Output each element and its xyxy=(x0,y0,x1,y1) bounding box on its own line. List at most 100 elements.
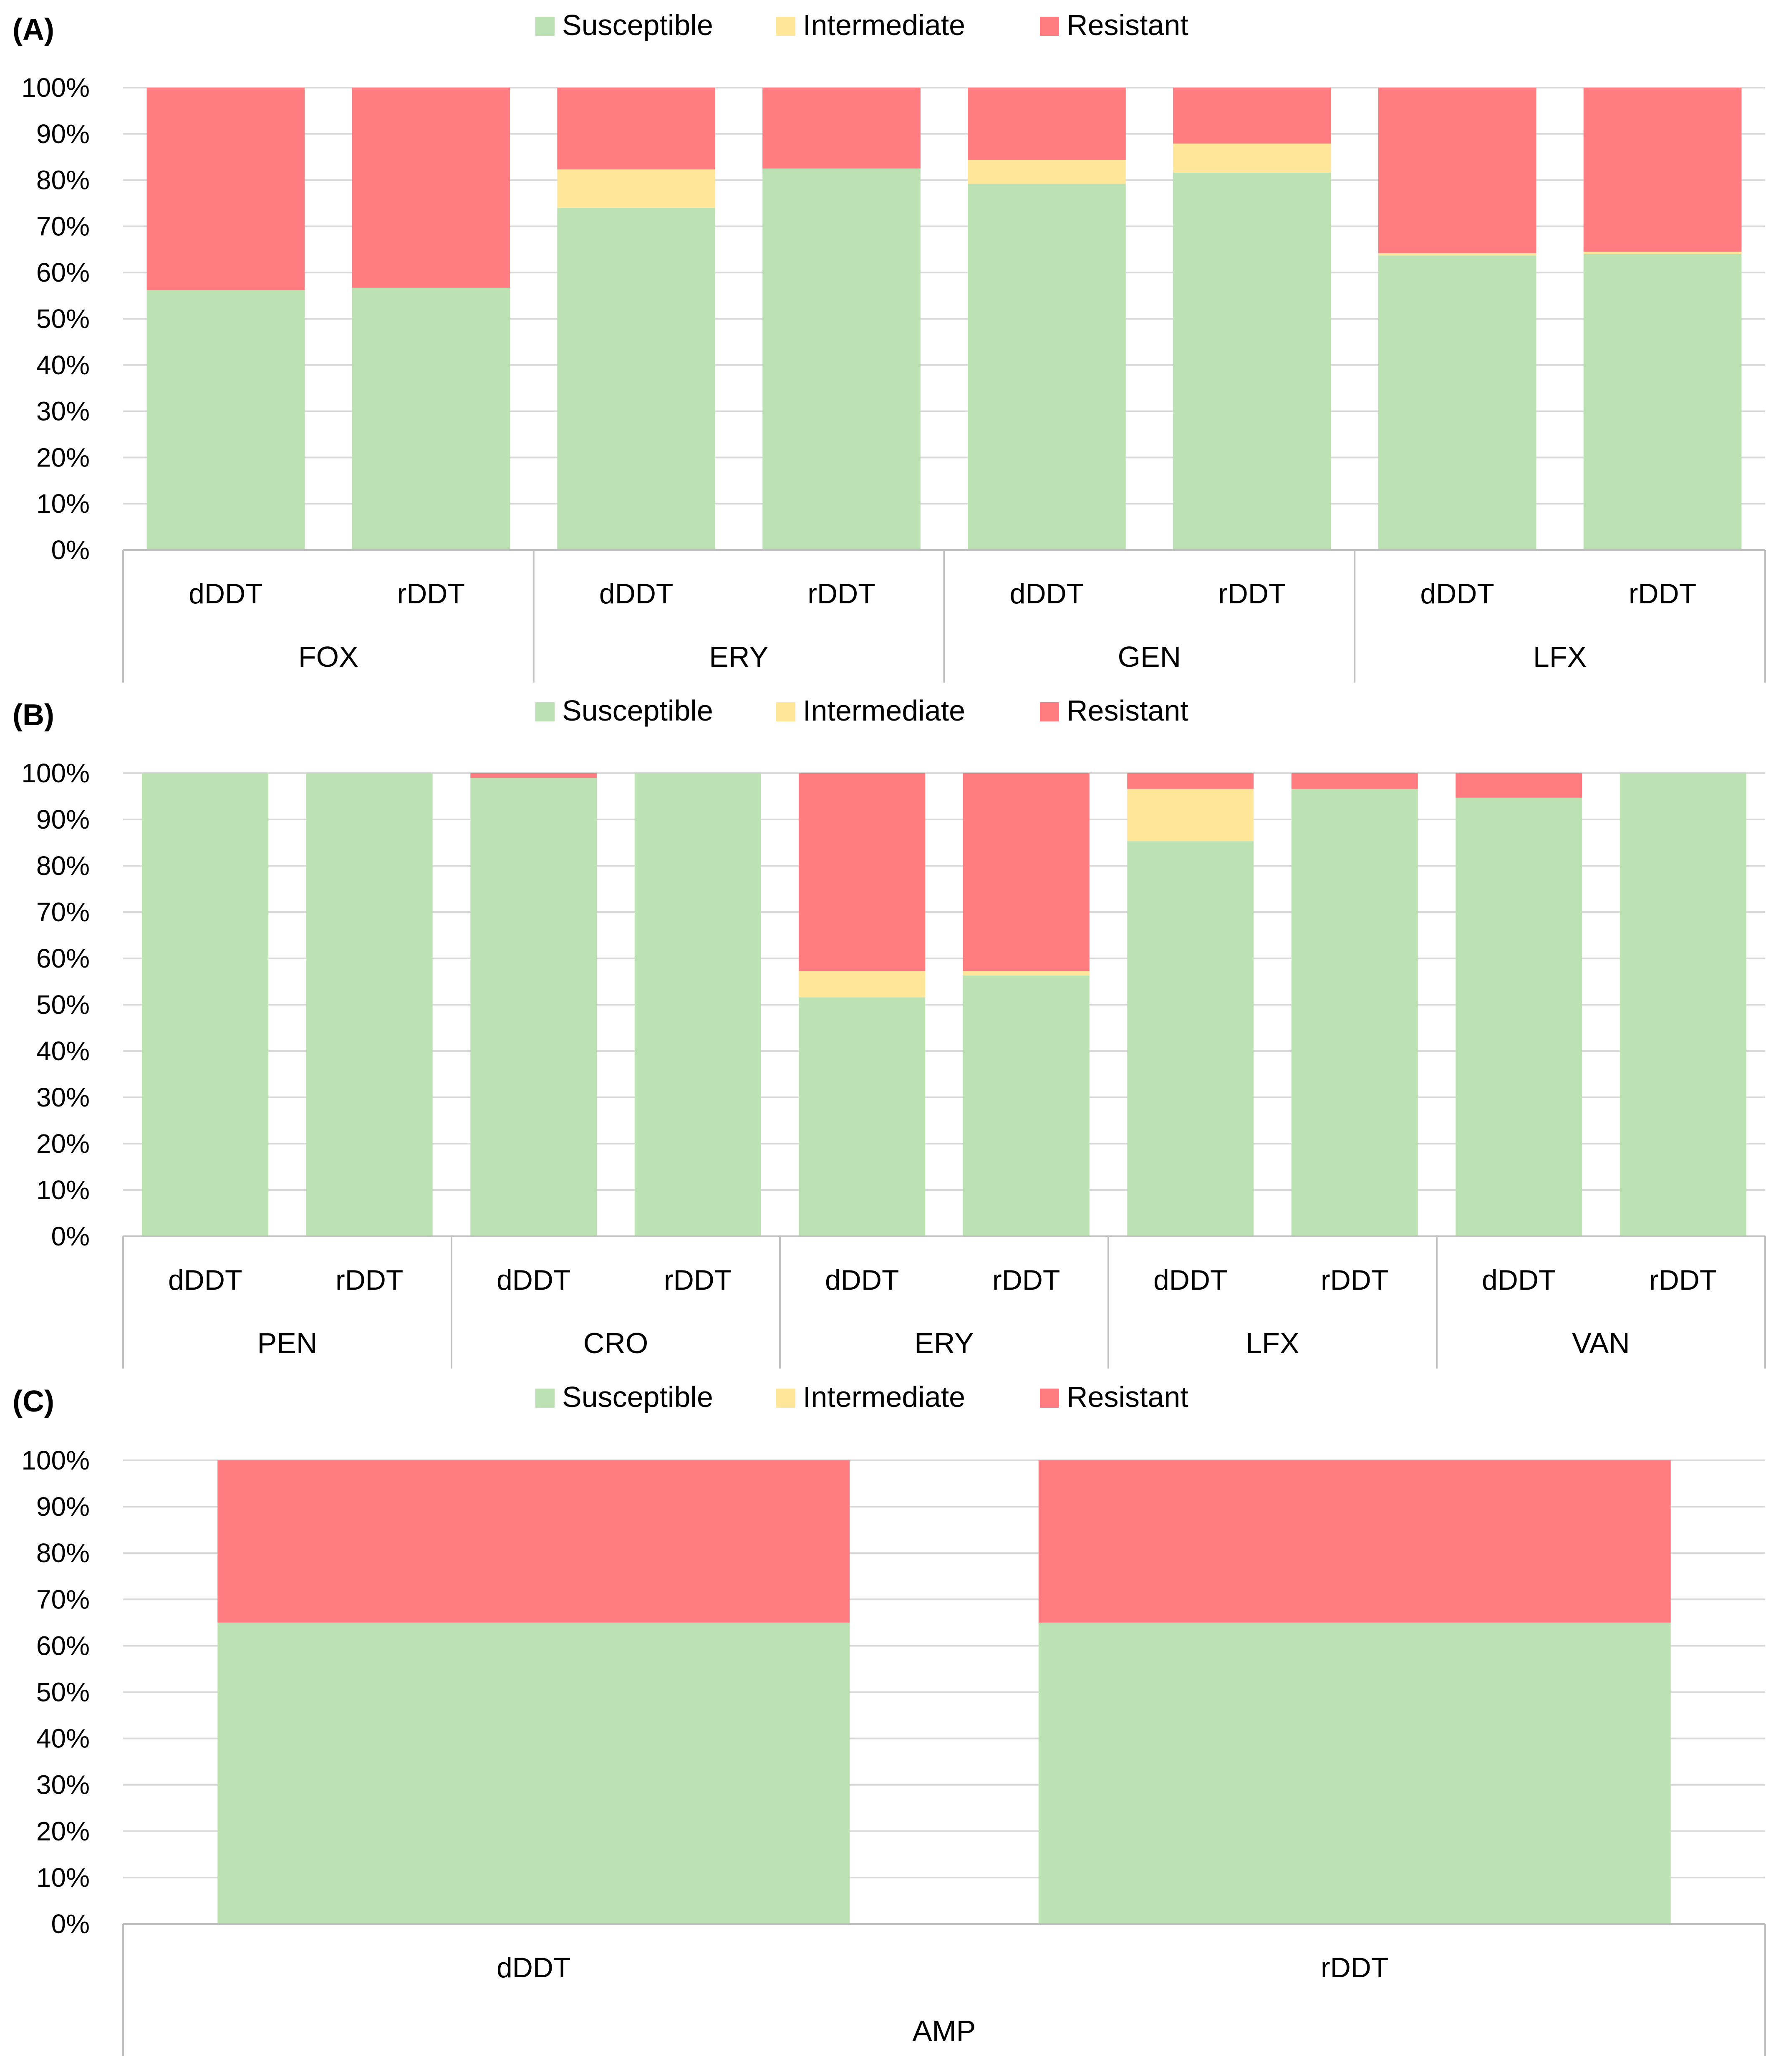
bar-segment-susceptible xyxy=(217,1622,850,1924)
legend-label-intermediate: Intermediate xyxy=(803,694,965,727)
bar-segment-intermediate xyxy=(1583,252,1742,254)
legend-label-intermediate: Intermediate xyxy=(803,1381,965,1413)
x-tick-label: rDDT xyxy=(336,1264,403,1296)
panel-label: (C) xyxy=(13,1385,54,1418)
x-tick-label: rDDT xyxy=(807,578,875,610)
y-tick-label: 30% xyxy=(36,1770,90,1800)
y-tick-label: 100% xyxy=(21,73,90,103)
x-tick-label: rDDT xyxy=(1321,1952,1388,1984)
bar-segment-resistant xyxy=(963,773,1090,971)
group-label: FOX xyxy=(298,640,358,673)
chart-panel-2: (C) Susceptible Intermediate Resistant 0% 10%… xyxy=(13,1381,1766,2056)
y-tick-label: 90% xyxy=(36,119,90,149)
bar-segment-resistant xyxy=(470,773,597,778)
bar-segment-intermediate xyxy=(1173,144,1331,173)
y-tick-label: 20% xyxy=(36,1129,90,1159)
y-tick-label: 10% xyxy=(36,489,90,519)
x-tick-label: dDDT xyxy=(1153,1264,1228,1296)
y-tick-label: 20% xyxy=(36,1816,90,1846)
bar-segment-susceptible xyxy=(352,287,510,550)
legend-swatch-intermediate xyxy=(776,1389,795,1408)
y-tick-label: 0% xyxy=(51,1221,90,1251)
y-tick-label: 0% xyxy=(51,1909,90,1939)
bar-segment-intermediate xyxy=(968,160,1126,184)
y-tick-label: 80% xyxy=(36,851,90,881)
bar-segment-resistant xyxy=(1291,773,1418,789)
bar-segment-resistant xyxy=(1583,88,1742,252)
x-tick-label: dDDT xyxy=(168,1264,242,1296)
bar-segment-resistant xyxy=(352,88,510,288)
x-tick-label: rDDT xyxy=(664,1264,732,1296)
bar-segment-susceptible xyxy=(634,773,761,1236)
y-tick-label: 30% xyxy=(36,396,90,426)
x-tick-label: dDDT xyxy=(497,1952,571,1984)
y-tick-label: 40% xyxy=(36,350,90,380)
y-tick-label: 70% xyxy=(36,897,90,927)
group-label: LFX xyxy=(1533,640,1587,673)
bar-segment-susceptible xyxy=(306,773,433,1236)
bars xyxy=(217,1460,1671,1924)
bar-segment-susceptible xyxy=(963,976,1090,1236)
category-axis-frame xyxy=(122,1235,1766,1369)
y-tick-label: 10% xyxy=(36,1863,90,1893)
bar-segment-susceptible xyxy=(1038,1622,1671,1924)
y-tick-label: 30% xyxy=(36,1082,90,1112)
x-tick-label: rDDT xyxy=(397,578,465,610)
bar-segment-intermediate xyxy=(963,970,1090,976)
legend-label-susceptible: Susceptible xyxy=(562,9,713,41)
category-axis-frame xyxy=(122,549,1766,683)
x-tick-label: dDDT xyxy=(825,1264,899,1296)
x-tick-label: dDDT xyxy=(1420,578,1494,610)
group-label: AMP xyxy=(913,2014,976,2047)
y-tick-label: 70% xyxy=(36,211,90,241)
x-tick-label: rDDT xyxy=(1629,578,1696,610)
y-tick-label: 100% xyxy=(21,758,90,788)
bar-segment-resistant xyxy=(762,88,921,169)
y-tick-label: 50% xyxy=(36,1677,90,1707)
legend-label-susceptible: Susceptible xyxy=(562,1381,713,1413)
panel-label: (B) xyxy=(13,698,54,732)
y-tick-label: 90% xyxy=(36,804,90,834)
y-tick-label: 90% xyxy=(36,1492,90,1522)
bar-segment-susceptible xyxy=(1173,172,1331,550)
bar-segment-susceptible xyxy=(1291,789,1418,1236)
y-tick-label: 50% xyxy=(36,304,90,334)
legend-swatch-resistant xyxy=(1040,1389,1059,1408)
bar-segment-susceptible xyxy=(142,773,269,1236)
bar-segment-resistant xyxy=(968,88,1126,160)
bars xyxy=(142,773,1746,1236)
x-tick-label: dDDT xyxy=(1482,1264,1556,1296)
legend-swatch-resistant xyxy=(1040,702,1059,721)
y-tick-label: 60% xyxy=(36,1631,90,1661)
group-label: ERY xyxy=(709,640,769,673)
y-tick-label: 70% xyxy=(36,1584,90,1614)
y-tick-label: 40% xyxy=(36,1724,90,1754)
group-label: CRO xyxy=(583,1327,648,1359)
bar-segment-susceptible xyxy=(1456,797,1582,1236)
group-label: GEN xyxy=(1118,640,1181,673)
legend-swatch-resistant xyxy=(1040,17,1059,36)
y-tick-label: 20% xyxy=(36,442,90,472)
legend-swatch-susceptible xyxy=(535,17,555,36)
legend-swatch-susceptible xyxy=(535,702,555,721)
y-tick-label: 0% xyxy=(51,535,90,565)
group-label: LFX xyxy=(1246,1327,1299,1359)
bar-segment-resistant xyxy=(1173,88,1331,144)
bar-segment-resistant xyxy=(1378,88,1536,253)
y-tick-label: 80% xyxy=(36,165,90,195)
x-tick-label: dDDT xyxy=(189,578,263,610)
y-tick-label: 60% xyxy=(36,257,90,287)
legend-swatch-susceptible xyxy=(535,1389,555,1408)
x-tick-label: rDDT xyxy=(1649,1264,1717,1296)
legend-swatch-intermediate xyxy=(776,702,795,721)
x-tick-label: rDDT xyxy=(1218,578,1286,610)
bar-segment-intermediate xyxy=(799,970,926,998)
bar-segment-susceptible xyxy=(470,778,597,1236)
legend: Susceptible Intermediate Resistant xyxy=(535,694,1188,727)
bar-segment-susceptible xyxy=(1127,841,1254,1236)
x-tick-label: dDDT xyxy=(497,1264,571,1296)
y-tick-label: 60% xyxy=(36,943,90,973)
bars xyxy=(146,88,1742,550)
bar-segment-susceptible xyxy=(146,290,305,550)
